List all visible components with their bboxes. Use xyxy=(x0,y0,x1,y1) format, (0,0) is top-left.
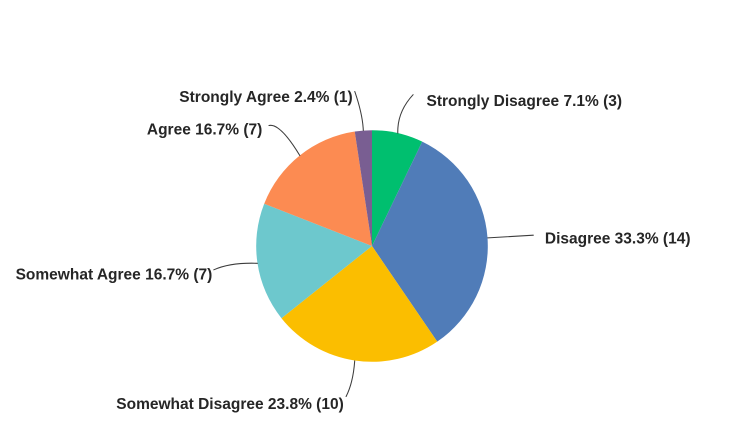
svg-text:Somewhat Agree 16.7% (7): Somewhat Agree 16.7% (7) xyxy=(16,267,213,284)
svg-text:Strongly Disagree 7.1% (3): Strongly Disagree 7.1% (3) xyxy=(427,93,623,110)
svg-text:Disagree 33.3% (14): Disagree 33.3% (14) xyxy=(545,231,691,248)
svg-text:Strongly Agree 2.4% (1): Strongly Agree 2.4% (1) xyxy=(179,89,352,106)
svg-text:Agree 16.7% (7): Agree 16.7% (7) xyxy=(147,122,262,139)
svg-text:Somewhat Disagree 23.8% (10): Somewhat Disagree 23.8% (10) xyxy=(116,396,343,413)
